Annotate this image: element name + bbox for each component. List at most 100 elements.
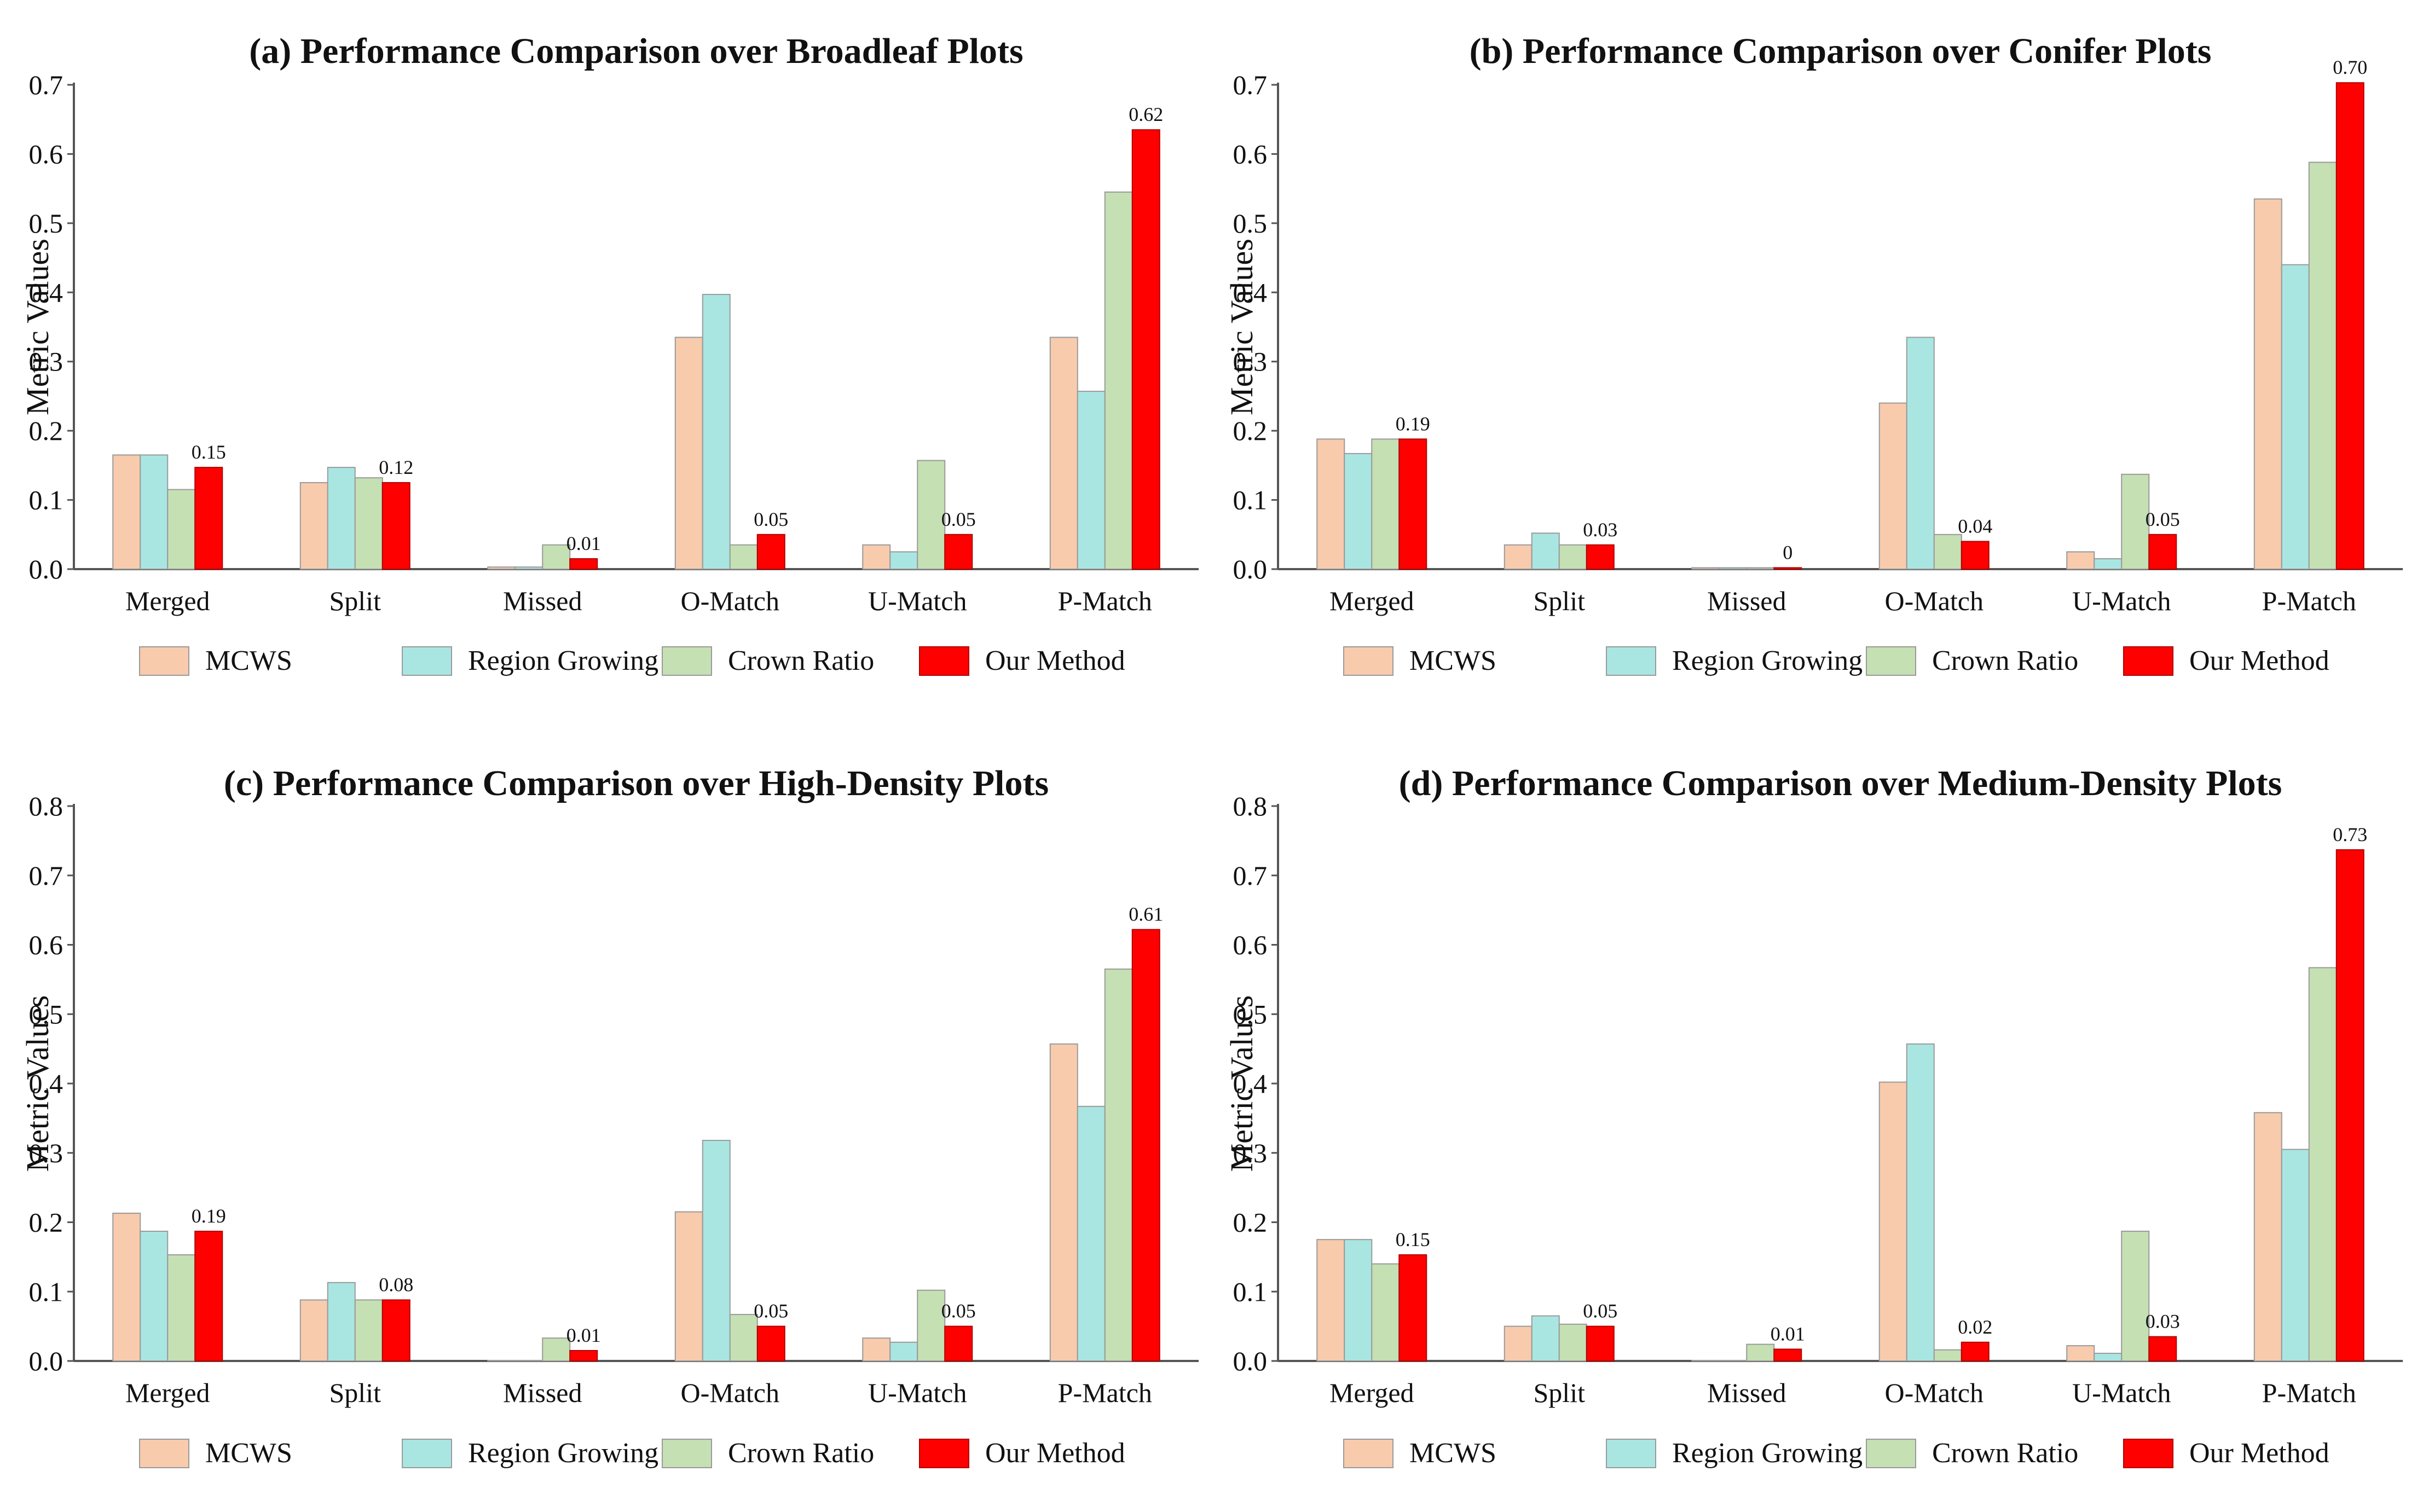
bar-our-method-split (381, 1299, 410, 1362)
data-label: 0.01 (1771, 1323, 1805, 1345)
legend-swatch-mcws (1343, 1439, 1393, 1468)
bar-mcws-split (299, 1299, 328, 1362)
legend-swatch-crown-ratio (1866, 1439, 1916, 1468)
x-tick-label: U-Match (868, 1377, 967, 1408)
legend-swatch-crown-ratio (1866, 646, 1916, 676)
bar-crown-ratio-p-match (1104, 968, 1133, 1362)
bar-our-method-merged (194, 467, 223, 570)
x-tick-label: Merged (125, 1377, 210, 1408)
data-label: 0.05 (754, 1300, 788, 1322)
bar-crown-ratio-u-match (917, 1289, 946, 1362)
bar-region-growing-merged (140, 1230, 169, 1362)
bar-mcws-merged (1316, 1239, 1345, 1362)
bar-mcws-merged (1316, 438, 1345, 570)
x-tick-label: Split (1534, 586, 1586, 616)
legend-swatch-crown-ratio (662, 1439, 712, 1468)
legend-label: Crown Ratio (728, 645, 874, 676)
bar-region-growing-missed (514, 1360, 543, 1362)
bar-region-growing-p-match (2281, 264, 2310, 570)
chart-title: (d) Performance Comparison over Medium-D… (1399, 763, 2282, 803)
data-label: 0.05 (2146, 508, 2180, 530)
bar-region-growing-o-match (1906, 337, 1935, 570)
chart-panel-b: (b) Performance Comparison over Conifer … (1224, 31, 2403, 676)
data-label: 0.15 (1396, 1229, 1430, 1250)
bar-mcws-missed (487, 1360, 516, 1362)
legend-label: MCWS (205, 645, 292, 676)
y-tick-label: 0.0 (1233, 554, 1268, 584)
bar-region-growing-o-match (702, 1139, 731, 1362)
data-label: 0.04 (1958, 515, 1992, 537)
bar-crown-ratio-u-match (917, 460, 946, 570)
bar-region-growing-split (1531, 1315, 1560, 1362)
bar-our-method-split (1586, 1325, 1615, 1362)
legend-swatch-region-growing (402, 1439, 452, 1468)
legend-swatch-crown-ratio (662, 646, 712, 676)
x-tick-label: P-Match (1058, 586, 1152, 616)
legend: MCWS Region Growing Crown Ratio Our Method (1343, 645, 2329, 676)
bar-our-method-split (1586, 544, 1615, 570)
bar-our-method-missed (1773, 567, 1802, 570)
bar-mcws-p-match (2253, 198, 2282, 570)
x-tick-label: Missed (1707, 1377, 1786, 1408)
y-tick-label: 0.1 (1233, 485, 1268, 515)
x-tick-label: U-Match (2072, 1377, 2171, 1408)
bar-crown-ratio-p-match (1104, 191, 1133, 570)
x-tick-label: U-Match (868, 586, 967, 616)
legend-label: MCWS (205, 1438, 292, 1469)
bar-crown-ratio-p-match (2308, 161, 2337, 570)
bar-crown-ratio-o-match (729, 1314, 758, 1362)
legend: MCWS Region Growing Crown Ratio Our Method (1343, 1438, 2329, 1469)
chart-panel-d: (d) Performance Comparison over Medium-D… (1224, 763, 2403, 1469)
bar-region-growing-u-match (889, 551, 918, 570)
data-label: 0.01 (566, 532, 601, 554)
chart-panel-c: (c) Performance Comparison over High-Den… (20, 763, 1199, 1469)
bar-mcws-merged (112, 1213, 141, 1362)
legend-label: Our Method (985, 645, 1125, 676)
legend-label: Our Method (2189, 645, 2329, 676)
bar-our-method-o-match (756, 1325, 785, 1362)
bar-our-method-o-match (1961, 1341, 1990, 1362)
y-tick-label: 0.4 (29, 277, 63, 308)
bar-our-method-merged (1398, 1254, 1427, 1362)
bar-region-growing-o-match (702, 294, 731, 570)
bar-crown-ratio-missed (1746, 1343, 1775, 1362)
y-tick-label: 0.3 (29, 1138, 63, 1168)
bar-mcws-o-match (1878, 1081, 1907, 1362)
x-tick-label: P-Match (2262, 586, 2356, 616)
y-tick-label: 0.4 (1233, 277, 1268, 308)
y-tick-label: 0.8 (1233, 791, 1268, 821)
legend-label: Region Growing (1672, 645, 1863, 676)
x-tick-label: O-Match (681, 586, 780, 616)
data-label: 0.03 (2146, 1311, 2180, 1333)
legend-label: MCWS (1409, 645, 1496, 676)
bar-mcws-p-match (1049, 1043, 1078, 1362)
bar-mcws-split (1504, 1325, 1533, 1362)
bar-region-growing-u-match (889, 1341, 918, 1362)
y-tick-label: 0.2 (29, 1207, 63, 1238)
y-tick-label: 0.2 (1233, 1207, 1268, 1238)
y-tick-label: 0.1 (1233, 1276, 1268, 1307)
bar-crown-ratio-merged (1371, 1263, 1400, 1362)
legend-label: Region Growing (468, 645, 658, 676)
bar-our-method-missed (569, 1349, 598, 1362)
bar-region-growing-p-match (1077, 391, 1106, 570)
bar-crown-ratio-split (354, 1299, 383, 1362)
y-tick-label: 0.6 (1233, 930, 1268, 960)
bar-crown-ratio-merged (1371, 438, 1400, 570)
y-tick-label: 0.7 (1233, 860, 1268, 891)
bar-mcws-u-match (862, 1337, 891, 1362)
legend-label: Our Method (2189, 1438, 2329, 1469)
bar-region-growing-p-match (2281, 1149, 2310, 1362)
bar-crown-ratio-missed (542, 544, 571, 570)
y-tick-label: 0.0 (29, 1346, 63, 1376)
data-label: 0.61 (1129, 903, 1163, 925)
chart-title: (a) Performance Comparison over Broadlea… (249, 31, 1023, 71)
bar-region-growing-split (327, 1282, 356, 1362)
x-tick-label: Merged (125, 586, 210, 616)
bar-our-method-o-match (756, 534, 785, 570)
legend-label: Region Growing (1672, 1438, 1863, 1469)
x-tick-label: Split (1534, 1377, 1586, 1408)
legend-label: Our Method (985, 1438, 1125, 1469)
legend-swatch-our-method (919, 646, 969, 676)
data-label: 0.62 (1129, 103, 1163, 125)
